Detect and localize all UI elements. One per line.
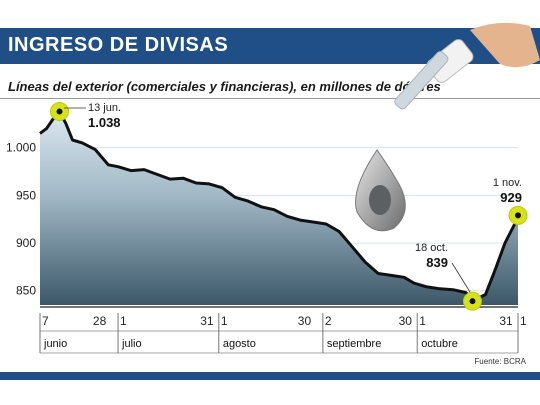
month-label: agosto	[223, 338, 256, 350]
chart-subtitle: Líneas del exterior (comerciales y finan…	[8, 79, 441, 94]
annotation-date: 1 nov.	[493, 177, 522, 189]
chart-title: INGRESO DE DIVISAS	[8, 34, 229, 56]
series-line	[39, 109, 520, 303]
highlight-dot	[515, 212, 521, 219]
x-tick-label: 7	[42, 314, 49, 328]
x-tick-label: 31	[200, 314, 214, 328]
x-axis: 7 28 1 31 1 30 2 30 1 31 1 junio julio agosto septiemb…	[39, 306, 527, 354]
highlight-dot	[56, 108, 63, 115]
y-tick-label: 900	[16, 236, 36, 250]
x-tick-label: 28	[93, 314, 107, 328]
x-tick-label: 1	[520, 314, 527, 328]
x-tick-label: 30	[399, 314, 413, 328]
annotation-date: 13 jun.	[88, 102, 121, 114]
month-label: octubre	[421, 338, 458, 350]
dropper-tube-icon	[394, 51, 449, 110]
source-note: Fuente: BCRA	[474, 357, 526, 366]
x-tick-label: 1	[419, 314, 426, 328]
portrait-icon	[369, 185, 391, 215]
month-label: junio	[43, 338, 67, 350]
x-tick-label: 30	[298, 314, 312, 328]
title-divider	[0, 98, 540, 99]
hand-icon	[470, 22, 540, 68]
y-tick-label: 1.000	[6, 141, 36, 155]
annotation-date: 18 oct.	[415, 242, 448, 254]
footer-bar	[0, 372, 540, 380]
x-tick-label: 2	[325, 314, 332, 328]
x-tick-label: 31	[499, 314, 513, 328]
x-tick-label: 1	[120, 314, 127, 328]
highlight-dot	[469, 298, 476, 305]
month-label: julio	[121, 338, 142, 350]
dropper-illustration	[355, 22, 540, 232]
annotation-leader	[451, 262, 471, 293]
y-tick-label: 950	[16, 188, 36, 202]
month-label: septiembre	[327, 338, 381, 350]
annotations: 13 jun.1.038 18 oct.839 1 nov.929	[50, 101, 528, 311]
x-tick-label: 1	[221, 314, 228, 328]
annotation-value: 839	[426, 255, 448, 270]
y-tick-label: 850	[16, 284, 36, 298]
annotation-value: 929	[500, 190, 522, 205]
y-axis: 1.000 950 900 850	[6, 141, 36, 298]
area-fill	[40, 111, 518, 306]
annotation-value: 1.038	[88, 115, 121, 130]
